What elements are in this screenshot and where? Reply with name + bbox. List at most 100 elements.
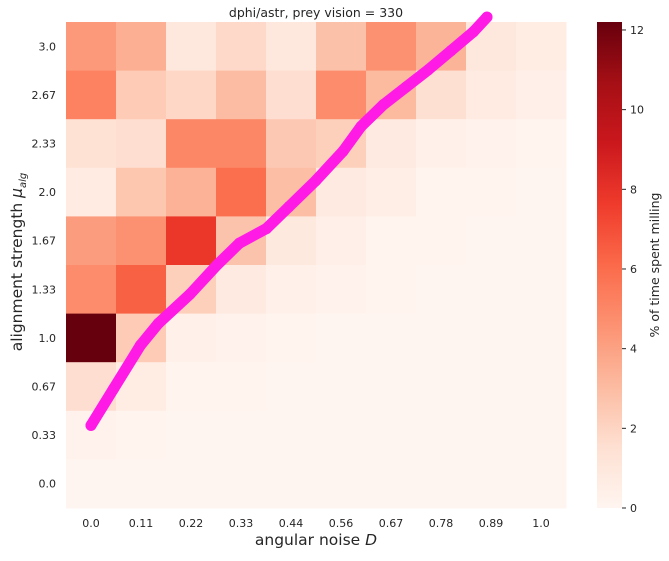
y-tick-label: 3.0 <box>39 40 57 53</box>
y-axis-label: alignment strength μalg <box>8 173 29 352</box>
heatmap-cell <box>416 313 467 363</box>
colorbar-tick-label: 12 <box>630 24 644 37</box>
heatmap-cell <box>116 410 167 460</box>
heatmap-cell <box>366 119 417 169</box>
heatmap-cell <box>516 167 567 217</box>
heatmap-cell <box>216 70 267 120</box>
x-tick-label: 0.56 <box>329 517 354 530</box>
heatmap-cell <box>66 167 117 217</box>
heatmap-cell <box>216 119 267 169</box>
heatmap-cell <box>516 459 567 509</box>
heatmap-cell <box>466 167 517 217</box>
heatmap-cell <box>366 362 417 412</box>
colorbar-tick-label: 2 <box>630 422 637 435</box>
heatmap-cell <box>516 70 567 120</box>
heatmap-cell <box>216 313 267 363</box>
heatmap-cell <box>366 216 417 266</box>
x-tick-label: 0.67 <box>379 517 404 530</box>
x-axis-label-symbol: D <box>365 531 377 549</box>
y-axis-label-text: alignment strength <box>8 203 26 352</box>
heatmap-cell <box>216 265 267 315</box>
y-tick-label: 1.67 <box>32 235 57 248</box>
heatmap-cell <box>366 410 417 460</box>
colorbar-tick-label: 8 <box>630 183 637 196</box>
heatmap-cell <box>416 410 467 460</box>
heatmap-cell <box>216 22 267 72</box>
heatmap-cell <box>316 70 367 120</box>
heatmap-cell <box>316 313 367 363</box>
heatmap-cell <box>166 313 217 363</box>
colorbar <box>597 22 622 508</box>
heatmap-cell <box>316 265 367 315</box>
overlay-curve-point <box>283 201 295 213</box>
x-tick-label: 0.78 <box>429 517 454 530</box>
colorbar-tick-label: 0 <box>630 502 637 515</box>
overlay-curve-point <box>481 11 493 23</box>
overlay-curve-point <box>423 64 434 76</box>
heatmap-cell <box>116 265 167 315</box>
x-tick-label: 0.89 <box>479 517 504 530</box>
heatmap-cell <box>516 410 567 460</box>
y-tick-label: 0.33 <box>32 429 57 442</box>
x-axis-label: angular noise D <box>255 531 377 549</box>
heatmap-cell <box>416 216 467 266</box>
heatmap-cell <box>266 265 317 315</box>
heatmap-cell <box>366 22 417 72</box>
heatmap-cell <box>166 216 217 266</box>
heatmap-cell <box>166 362 217 412</box>
heatmap-cell <box>366 313 417 363</box>
x-tick-label: 0.22 <box>179 517 204 530</box>
overlay-curve-point <box>445 45 457 57</box>
heatmap-cell <box>466 410 517 460</box>
heatmap-cell <box>116 167 167 217</box>
heatmap-cell <box>116 22 167 72</box>
heatmap-cell <box>516 265 567 315</box>
x-axis-label-text: angular noise <box>255 531 360 549</box>
heatmap-cell <box>516 313 567 363</box>
x-tick-label: 0.44 <box>279 517 304 530</box>
heatmap-cell <box>66 265 117 315</box>
heatmap-cell <box>516 119 567 169</box>
heatmap-cell <box>66 216 117 266</box>
x-tick-label: 1.0 <box>532 517 550 530</box>
heatmap-cell <box>466 313 517 363</box>
heatmap-cell <box>66 22 117 72</box>
heatmap-cell <box>466 265 517 315</box>
heatmap-cell <box>166 119 217 169</box>
heatmap-cell <box>266 459 317 509</box>
heatmap-cell <box>166 167 217 217</box>
heatmap-cell <box>116 459 167 509</box>
colorbar-tick-label: 4 <box>630 343 637 356</box>
heatmap-cell <box>66 70 117 120</box>
y-tick-label: 1.33 <box>32 283 57 296</box>
heatmap-cell <box>416 167 467 217</box>
heatmap-cell <box>366 459 417 509</box>
heatmap-cell <box>316 459 367 509</box>
heatmap-cell <box>266 362 317 412</box>
colorbar-label: % of time spent milling <box>647 193 662 338</box>
colorbar-ticks: 0 2 4 6 8 10 12 <box>622 24 644 515</box>
heatmap-cell <box>116 119 167 169</box>
heatmap-cell <box>516 362 567 412</box>
heatmap-cell <box>516 22 567 72</box>
x-tick-label: 0.11 <box>129 517 154 530</box>
heatmap-cell <box>166 410 217 460</box>
heatmap-cell <box>216 459 267 509</box>
heatmap-cell <box>66 313 117 363</box>
overlay-curve-point <box>378 99 389 111</box>
overlay-curve-point <box>261 223 272 235</box>
y-tick-label: 0.0 <box>39 478 57 491</box>
heatmap-cell <box>266 22 317 72</box>
overlay-curve-point <box>310 174 322 186</box>
x-tick-label: 0.0 <box>82 517 100 530</box>
heatmap-cell <box>166 459 217 509</box>
heatmap-cell <box>466 459 517 509</box>
x-tick-labels: 0.0 0.11 0.22 0.33 0.44 0.56 0.67 0.78 0.89 1.0 <box>82 517 550 530</box>
heatmap-cell <box>116 70 167 120</box>
heatmap-cell <box>166 22 217 72</box>
overlay-curve-point <box>135 339 146 351</box>
y-tick-label: 0.67 <box>32 381 57 394</box>
overlay-curve-point <box>153 317 164 329</box>
